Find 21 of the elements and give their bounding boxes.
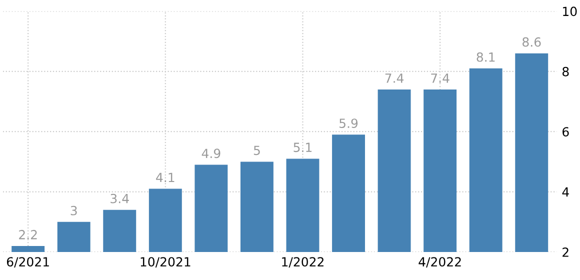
data-label: 4.1 bbox=[156, 172, 174, 182]
x-tick-label: 4/2022 bbox=[418, 257, 461, 268]
data-label: 5.1 bbox=[294, 142, 312, 152]
data-label: 3.4 bbox=[110, 194, 129, 204]
data-label: 4.9 bbox=[202, 148, 220, 158]
y-tick-label: 10 bbox=[563, 6, 577, 16]
data-label: 8.6 bbox=[522, 37, 541, 47]
data-label: 5.9 bbox=[340, 118, 358, 128]
y-tick-label: 8 bbox=[562, 66, 569, 76]
y-tick-label: 4 bbox=[562, 187, 569, 197]
x-tick-label: 1/2022 bbox=[282, 257, 324, 268]
data-label: 2.2 bbox=[19, 230, 37, 240]
y-tick-label: 6 bbox=[562, 127, 569, 137]
data-label: 7.4 bbox=[385, 74, 404, 83]
data-label: 7.4 bbox=[431, 74, 450, 83]
data-label: 8.1 bbox=[476, 52, 495, 62]
data-label: 5 bbox=[254, 146, 260, 156]
data-label: 3 bbox=[70, 206, 77, 216]
x-tick-label: 6/2021 bbox=[6, 257, 49, 268]
y-tick-label: 2 bbox=[562, 247, 568, 257]
x-tick-label: 10/2021 bbox=[140, 257, 190, 268]
